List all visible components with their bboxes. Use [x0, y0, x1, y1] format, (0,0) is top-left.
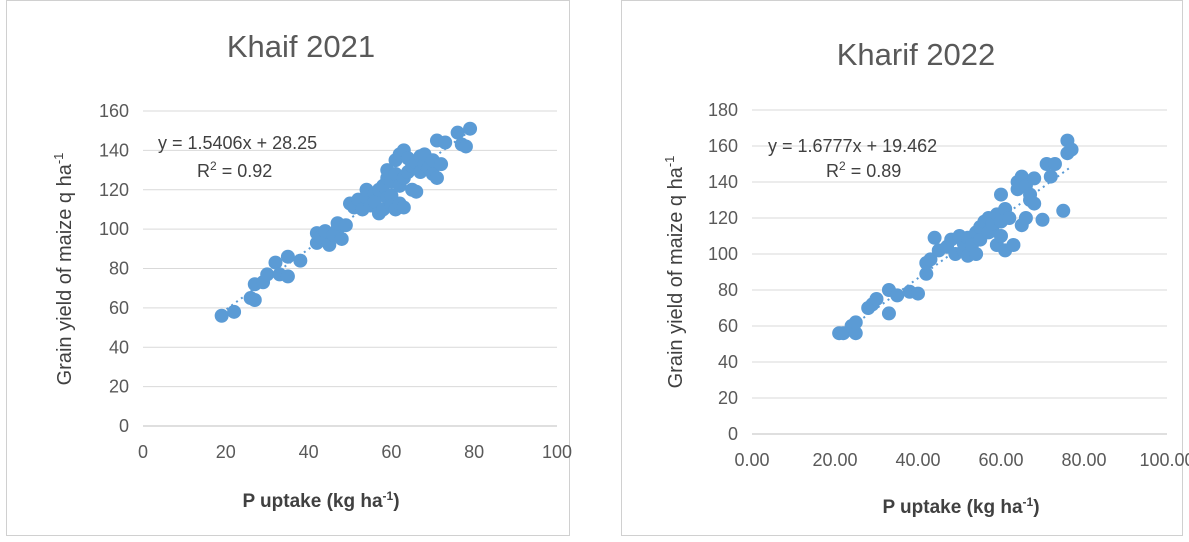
data-point [396, 200, 411, 215]
y-tick-label: 100 [708, 244, 738, 264]
data-point [260, 267, 275, 282]
data-point [1064, 142, 1079, 157]
data-point [409, 184, 424, 199]
data-point [1056, 203, 1071, 218]
data-point [848, 326, 863, 341]
x-tick-label: 0.00 [734, 450, 769, 470]
y-tick-label: 0 [119, 416, 129, 436]
data-point [869, 292, 884, 306]
chart-panel-2021: 0 20 40 60 80 100 120 140 160 0 20 40 60 80 100 Khaif … [6, 0, 572, 536]
data-point [911, 286, 925, 301]
data-point [227, 304, 242, 319]
data-point [458, 139, 473, 154]
data-point [994, 229, 1008, 243]
y-tick-label: 60 [109, 298, 129, 318]
y-tick-label: 80 [718, 280, 738, 300]
data-point [848, 315, 863, 330]
data-point [247, 293, 262, 307]
data-point [280, 269, 295, 284]
y-tick-label: 80 [109, 259, 129, 279]
x-tick-label: 20.00 [812, 450, 857, 470]
data-point [1002, 211, 1017, 225]
y-tick-label: 0 [728, 424, 738, 444]
data-point [1035, 212, 1050, 227]
y-tick-label: 180 [708, 100, 738, 120]
scatter-chart-2021: 0 20 40 60 80 100 120 140 160 0 20 40 60 80 100 Khaif … [51, 29, 572, 512]
data-point [1027, 196, 1042, 211]
x-tick-label: 60 [381, 442, 401, 462]
data-point [1043, 169, 1058, 184]
data-point [1006, 238, 1021, 252]
y-axis-label: Grain yield of maize q ha-1 [662, 156, 687, 389]
chart-title: Kharif 2022 [837, 37, 996, 72]
y-tick-label: 60 [718, 316, 738, 336]
data-point [438, 135, 453, 150]
chart-title: Khaif 2021 [227, 29, 375, 64]
chart-panel-2022: 0 20 40 60 80 100 120 140 160 180 0.00 20.00 40.00 60… [621, 0, 1189, 536]
data-point [338, 218, 353, 233]
y-axis-label: Grain yield of maize q ha-1 [51, 153, 76, 386]
y-tick-label: 140 [99, 140, 129, 160]
x-tick-label: 100.00 [1139, 450, 1189, 470]
trendline-equation: y = 1.6777x + 19.462 [768, 136, 937, 156]
data-point [994, 187, 1008, 202]
y-tick-label: 120 [708, 208, 738, 228]
y-tick-label: 160 [708, 136, 738, 156]
data-point [923, 252, 938, 267]
data-point [969, 247, 984, 261]
data-point [919, 266, 934, 281]
x-tick-label: 100 [542, 442, 572, 462]
data-point [434, 157, 449, 172]
y-tick-label: 40 [109, 337, 129, 357]
data-point [1018, 211, 1033, 225]
x-tick-label: 20 [216, 442, 236, 462]
x-tick-label: 80.00 [1061, 450, 1106, 470]
x-axis-label: P uptake (kg ha-1) [882, 495, 1039, 518]
y-tick-label: 160 [99, 101, 129, 121]
data-point [890, 288, 905, 303]
data-point [881, 306, 896, 321]
data-point [927, 230, 942, 245]
data-point [280, 249, 295, 264]
x-axis-label: P uptake (kg ha-1) [242, 489, 399, 512]
trendline-equation: y = 1.5406x + 28.25 [158, 133, 317, 153]
x-tick-label: 0 [138, 442, 148, 462]
data-point [463, 121, 478, 136]
x-tick-label: 40 [299, 442, 319, 462]
r-squared-label: R2 = 0.89 [826, 159, 901, 181]
r-squared-label: R2 = 0.92 [197, 159, 272, 181]
data-point [429, 170, 444, 185]
data-point [1047, 157, 1062, 171]
y-tick-label: 40 [718, 352, 738, 372]
data-point [450, 125, 465, 140]
x-tick-label: 80 [464, 442, 484, 462]
data-point [1027, 171, 1042, 186]
x-tick-label: 40.00 [895, 450, 940, 470]
y-tick-label: 20 [109, 377, 129, 397]
data-point [334, 231, 349, 246]
scatter-chart-2022: 0 20 40 60 80 100 120 140 160 180 0.00 20.00 40.00 60… [662, 37, 1189, 518]
x-tick-label: 60.00 [978, 450, 1023, 470]
data-point [268, 255, 283, 270]
y-tick-label: 100 [99, 219, 129, 239]
y-tick-label: 20 [718, 388, 738, 408]
data-point [214, 308, 229, 323]
y-tick-label: 120 [99, 180, 129, 200]
y-tick-label: 140 [708, 172, 738, 192]
data-point [293, 253, 308, 268]
